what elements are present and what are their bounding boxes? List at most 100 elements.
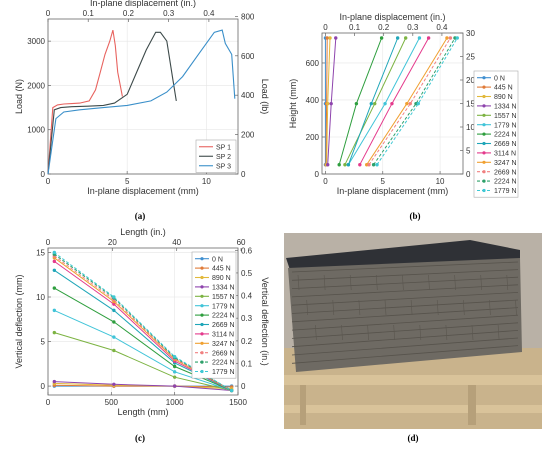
data-point	[52, 330, 57, 335]
data-point	[112, 335, 116, 339]
photo-wall-specimen	[284, 233, 542, 429]
legend-marker	[200, 266, 204, 270]
x2-tick-label: 0.2	[378, 23, 390, 32]
legend-marker	[200, 341, 204, 345]
data-point	[326, 163, 330, 167]
y2-tick-label: 0.3	[241, 314, 253, 323]
legend-label: 3114 N	[212, 332, 234, 339]
data-point	[52, 379, 57, 384]
y2-tick-label: 10	[466, 123, 475, 132]
y-tick-label: 3000	[27, 37, 45, 46]
stone-joint	[384, 299, 387, 316]
photo-post	[300, 385, 306, 425]
data-point	[395, 36, 400, 40]
x2-tick-label: 0.3	[163, 9, 175, 18]
data-point	[52, 259, 57, 264]
stone-joint	[506, 274, 509, 291]
x-tick-label: 1000	[166, 398, 184, 407]
stone-course-line	[291, 284, 519, 298]
legend-label: 3247 N	[212, 341, 235, 348]
legend-label: 0 N	[212, 256, 223, 263]
y2-tick-label: 15	[466, 100, 475, 109]
y2-tick-label: 200	[241, 131, 255, 140]
stone-course-line	[291, 307, 519, 323]
data-point	[367, 163, 371, 167]
data-point	[343, 163, 347, 167]
legend-label: 1557 N	[212, 294, 235, 301]
legend-marker	[482, 85, 486, 89]
x2-axis-label: In-plane displacement (in.)	[339, 12, 445, 22]
y-tick-label: 15	[36, 248, 45, 257]
y-tick-label: 0	[315, 170, 320, 179]
y2-axis-label: Vertical deflection (in.)	[260, 277, 270, 366]
legend-marker	[482, 113, 486, 117]
y-axis-label: Vertical deflection (mm)	[14, 274, 24, 368]
x2-tick-label: 60	[237, 238, 246, 247]
x2-tick-label: 20	[108, 238, 117, 247]
x-tick-label: 500	[105, 398, 119, 407]
y2-tick-label: 800	[241, 12, 255, 21]
photo-base-beam	[284, 375, 542, 385]
legend-marker	[482, 104, 486, 108]
x-axis-label: Length (mm)	[117, 407, 168, 417]
legend-marker	[200, 332, 204, 336]
legend-label: 2224 N	[494, 132, 517, 139]
stone-joint	[297, 274, 300, 291]
legend-marker	[482, 141, 486, 146]
caption-b: (b)	[410, 211, 421, 221]
series-line	[54, 332, 232, 391]
data-point	[371, 163, 376, 167]
y2-tick-label: 0.1	[241, 359, 253, 368]
series-line	[373, 37, 456, 165]
stone-joint	[315, 324, 317, 341]
plot-frame	[47, 18, 239, 175]
caption-d: (d)	[408, 433, 419, 443]
stone-joint	[471, 324, 474, 341]
legend-marker	[200, 351, 204, 355]
y-tick-label: 1000	[27, 126, 45, 135]
stone-joint	[489, 299, 491, 316]
x2-tick-label: 0	[46, 9, 51, 18]
x2-tick-label: 40	[172, 238, 181, 247]
y2-tick-label: 0.6	[241, 246, 253, 255]
data-point	[373, 101, 377, 106]
data-point	[326, 101, 330, 106]
legend-marker	[482, 123, 486, 127]
data-point	[172, 354, 177, 359]
y-tick-label: 2000	[27, 81, 45, 90]
stone-joint	[454, 274, 456, 291]
legend-label: 890 N	[212, 275, 231, 282]
stone-joint	[393, 324, 395, 341]
y2-tick-label: 30	[466, 29, 475, 38]
legend-label: 1779 N	[494, 188, 517, 195]
x2-tick-label: 0.1	[83, 9, 95, 18]
data-point	[426, 36, 431, 40]
x2-axis-label: Length (in.)	[120, 227, 166, 237]
legend-label: SP 2	[216, 154, 231, 161]
data-point	[329, 101, 333, 106]
series-line	[338, 37, 383, 165]
data-point	[346, 163, 351, 167]
legend-marker	[200, 322, 204, 327]
y2-tick-label: 0.5	[241, 269, 253, 278]
data-point	[455, 36, 459, 40]
stone-course-line	[291, 322, 519, 339]
data-point	[172, 384, 177, 388]
legend-label: 0 N	[494, 75, 505, 82]
legend-marker	[482, 188, 486, 193]
data-point	[52, 250, 57, 255]
photo-base-beam	[284, 405, 542, 413]
data-point	[112, 382, 116, 387]
stone-course-line	[291, 337, 519, 356]
legend-marker	[200, 360, 204, 364]
series-line	[47, 29, 123, 175]
x2-tick-label: 0.4	[436, 23, 448, 32]
stone-joint	[436, 299, 439, 316]
stone-joint	[410, 299, 413, 316]
y2-tick-label: 0.2	[241, 337, 253, 346]
series-line	[347, 37, 399, 165]
stone-joint	[515, 299, 517, 316]
series-line	[366, 37, 448, 165]
x-tick-label: 0	[46, 398, 51, 407]
